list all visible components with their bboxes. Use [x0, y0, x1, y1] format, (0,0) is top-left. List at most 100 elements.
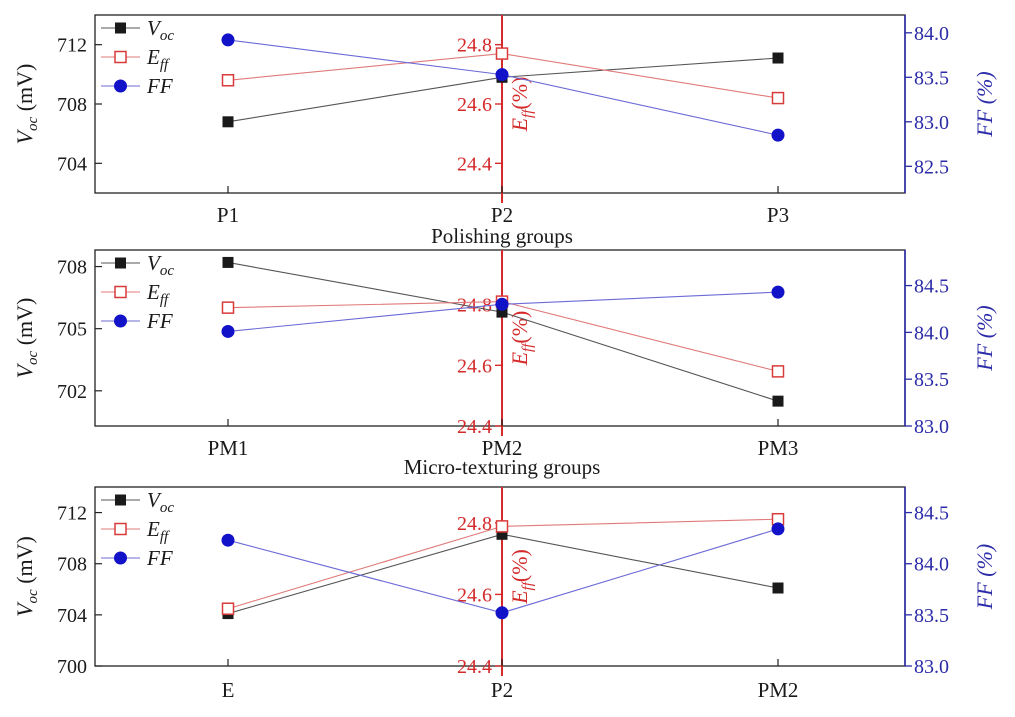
right-tick-label: 83.0 — [914, 416, 949, 438]
data-point-open-square — [221, 74, 235, 87]
x-tick-label: PM1 — [208, 436, 249, 460]
legend-marker-open-square — [114, 50, 127, 64]
left-axis-title: Voc (mV) — [12, 536, 41, 617]
legend-entry-subscript: ff — [160, 57, 170, 73]
legend-entry-subscript: ff — [160, 529, 170, 545]
right-tick-label: 84.5 — [914, 503, 949, 525]
legend-entry: Eff — [146, 280, 170, 308]
data-point-open-square — [221, 602, 235, 615]
middle-axis-title-subscript: ff — [520, 342, 536, 352]
left-axis-title-unit: (mV) — [12, 298, 37, 351]
right-axis-title-unit: (%) — [972, 544, 997, 582]
right-axis-title-unit: (%) — [972, 305, 997, 343]
legend-entry-symbol: FF — [146, 546, 173, 570]
data-point-open-square — [771, 365, 785, 378]
legend-entry: Eff — [146, 517, 170, 545]
data-point-open-square — [495, 47, 509, 60]
middle-axis-title-symbol: E — [507, 351, 532, 366]
right-tick-label: 84.0 — [914, 23, 949, 45]
legend-entry: Voc — [147, 488, 174, 516]
middle-tick-label: 24.8 — [457, 295, 492, 317]
data-point-circle — [771, 285, 785, 299]
legend-entry-symbol: FF — [146, 309, 173, 333]
left-tick-label: 708 — [57, 94, 87, 116]
data-point-square — [772, 395, 784, 407]
legend-entry-symbol: V — [147, 488, 162, 512]
middle-tick-label: 24.6 — [457, 94, 492, 116]
legend-entry: FF — [146, 74, 173, 98]
middle-tick-label: 24.4 — [457, 656, 492, 678]
left-axis-title-symbol: V — [12, 362, 37, 378]
middle-tick-label: 24.6 — [457, 355, 492, 377]
legend-entry: Voc — [147, 16, 174, 44]
data-point-circle — [495, 606, 509, 620]
legend-entry-symbol: FF — [146, 74, 173, 98]
right-tick-label: 83.0 — [914, 656, 949, 678]
middle-tick-label: 24.8 — [457, 35, 492, 57]
x-tick-label: P1 — [217, 203, 239, 227]
chart-panel-3: 700 704 708 712 24.4 24.6 24.8 83.0 83.5 84.0 84.5… — [12, 486, 997, 702]
right-axis-title: FF (%) — [972, 544, 997, 610]
left-tick-label: 712 — [57, 35, 87, 57]
x-tick-label: P3 — [767, 203, 789, 227]
legend-marker-circle — [114, 314, 127, 328]
middle-axis-title-unit: (%) — [507, 311, 532, 344]
chart-panel-2: 702 705 708 24.4 24.6 24.8 83.0 83.5 84.0 84.5 PM1… — [12, 249, 997, 479]
left-axis-title-symbol: V — [12, 128, 37, 144]
legend-marker-square — [115, 22, 126, 34]
data-point-open-square — [221, 301, 235, 314]
data-point-square — [772, 582, 784, 594]
middle-axis-title-subscript: ff — [520, 580, 536, 590]
left-tick-label: 708 — [57, 554, 87, 576]
middle-axis-title-symbol: E — [507, 117, 532, 132]
legend-entry: Eff — [146, 45, 170, 73]
left-axis-title-unit: (mV) — [12, 64, 37, 117]
data-point-square — [222, 256, 234, 268]
left-axis-title-subscript: oc — [25, 116, 41, 131]
legend-marker-open-square — [114, 522, 127, 536]
left-tick-label: 708 — [57, 257, 87, 279]
right-axis-title-symbol: FF — [972, 582, 997, 610]
left-axis-title-subscript: oc — [25, 350, 41, 365]
left-axis-title-subscript: oc — [25, 589, 41, 604]
data-point-circle — [221, 324, 235, 338]
x-tick-label: PM2 — [758, 678, 799, 702]
data-point-square — [222, 116, 234, 128]
legend-entry-subscript: ff — [160, 292, 170, 308]
middle-tick-label: 24.4 — [457, 416, 492, 438]
right-axis-title-unit: (%) — [972, 71, 997, 109]
right-tick-label: 83.0 — [914, 112, 949, 134]
right-tick-label: 83.5 — [914, 605, 949, 627]
legend-entry-symbol: V — [147, 16, 162, 40]
left-tick-label: 704 — [57, 153, 87, 175]
left-axis-title: Voc (mV) — [12, 64, 41, 145]
legend-marker-open-square — [114, 285, 127, 299]
right-axis-title-symbol: FF — [972, 109, 997, 137]
right-tick-label: 84.5 — [914, 276, 949, 298]
legend-entry-symbol: V — [147, 251, 162, 275]
x-tick-label: P2 — [491, 678, 513, 702]
right-tick-label: 83.5 — [914, 67, 949, 89]
middle-axis-title: Eff(%) — [507, 311, 536, 367]
x-tick-label: P2 — [491, 203, 513, 227]
data-point-square — [496, 306, 508, 318]
right-axis-title-symbol: FF — [972, 343, 997, 371]
middle-tick-label: 24.8 — [457, 513, 492, 535]
right-tick-label: 84.0 — [914, 554, 949, 576]
data-point-circle — [221, 33, 235, 47]
data-point-open-square — [771, 91, 785, 105]
left-tick-label: 700 — [57, 656, 87, 678]
middle-axis-title-subscript: ff — [520, 108, 536, 118]
middle-axis-title-unit: (%) — [507, 77, 532, 110]
data-point-square — [496, 528, 508, 540]
middle-tick-label: 24.6 — [457, 584, 492, 606]
legend-entry-symbol: E — [146, 280, 160, 304]
left-tick-label: 704 — [57, 605, 87, 627]
middle-axis-title-unit: (%) — [507, 549, 532, 582]
legend-marker-square — [115, 257, 126, 269]
legend-entry: Voc — [147, 251, 174, 279]
right-tick-label: 83.5 — [914, 369, 949, 391]
